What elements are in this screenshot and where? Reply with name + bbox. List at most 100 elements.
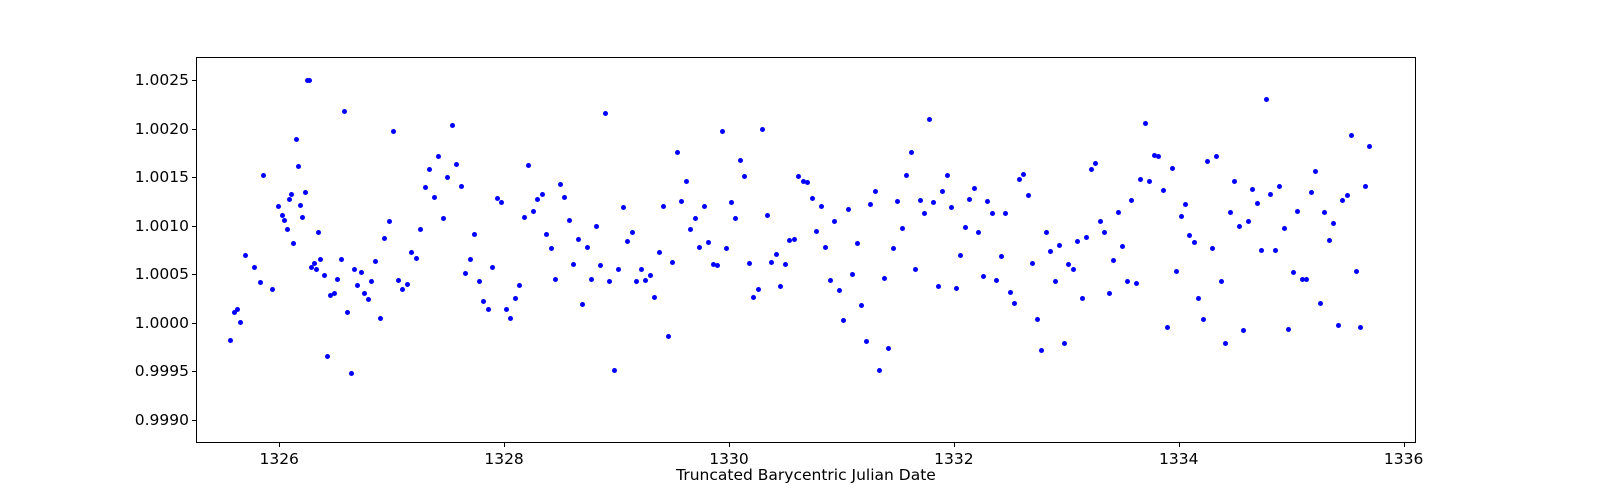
y-axis-tick-label: 1.0015: [134, 168, 189, 187]
data-point: [1223, 341, 1229, 347]
data-point: [656, 250, 662, 256]
data-point: [1187, 232, 1193, 238]
data-point: [291, 240, 297, 246]
data-point: [1281, 226, 1287, 232]
data-point: [362, 291, 368, 297]
data-point: [1156, 154, 1161, 160]
data-point: [602, 110, 608, 116]
data-point: [238, 320, 244, 326]
data-point: [1079, 295, 1085, 301]
x-axis-tick: [1403, 443, 1405, 447]
data-point: [940, 189, 946, 195]
data-point: [620, 204, 626, 210]
data-point: [850, 271, 856, 277]
data-point: [841, 318, 847, 324]
data-point: [418, 227, 424, 233]
data-point: [260, 172, 266, 178]
data-point: [697, 244, 703, 250]
data-point: [293, 137, 299, 143]
data-point: [1331, 221, 1337, 227]
data-point: [1133, 281, 1139, 287]
data-point: [1268, 192, 1274, 198]
data-point: [643, 277, 649, 283]
x-axis-tick: [728, 443, 730, 447]
data-point: [922, 210, 928, 216]
data-point: [728, 200, 734, 206]
y-axis-tick-label: 0.9995: [134, 362, 189, 381]
data-point: [1178, 213, 1184, 219]
data-point: [890, 245, 896, 251]
data-point: [845, 206, 851, 212]
data-point: [1030, 261, 1036, 267]
data-point: [458, 183, 464, 189]
data-point: [1016, 176, 1022, 182]
data-point: [971, 186, 977, 192]
data-point: [508, 316, 514, 322]
data-point: [313, 266, 319, 272]
data-point: [275, 203, 281, 209]
data-point: [1322, 209, 1328, 215]
data-point: [629, 230, 635, 236]
data-point: [751, 294, 757, 300]
data-point: [373, 259, 379, 265]
data-point: [863, 338, 869, 344]
data-point: [512, 295, 518, 301]
data-point: [566, 218, 572, 224]
axis-spine-top: [196, 57, 1416, 58]
data-point: [1160, 188, 1166, 194]
x-axis-tick-label: 1336: [1383, 450, 1424, 468]
y-axis-tick-label: 1.0000: [134, 313, 189, 332]
data-point: [562, 195, 568, 201]
data-point: [481, 298, 487, 304]
data-point: [1106, 291, 1112, 297]
data-point: [1241, 327, 1247, 333]
data-point: [1358, 325, 1364, 330]
x-axis-tick: [953, 443, 955, 447]
x-axis-tick-label: 1326: [259, 450, 299, 468]
data-point: [1205, 159, 1211, 165]
y-axis-tick: [192, 128, 196, 130]
data-point: [958, 253, 964, 259]
data-point: [571, 262, 577, 268]
data-point: [463, 270, 469, 276]
y-axis-tick: [192, 80, 196, 82]
data-point: [737, 158, 743, 164]
data-point: [485, 306, 491, 312]
data-point: [692, 215, 698, 221]
data-point: [913, 266, 919, 272]
data-point: [300, 214, 306, 220]
data-point: [1236, 224, 1242, 230]
data-point: [1196, 295, 1202, 301]
data-point: [1066, 262, 1072, 268]
data-point: [1034, 317, 1040, 323]
data-point: [1250, 187, 1256, 193]
data-point: [517, 283, 523, 289]
data-point: [557, 181, 563, 187]
data-point: [242, 253, 248, 259]
data-point: [345, 310, 351, 316]
data-point: [1254, 200, 1260, 206]
data-point: [235, 306, 241, 312]
data-point: [953, 286, 959, 292]
data-point: [868, 201, 874, 207]
data-point: [589, 276, 595, 282]
data-point: [1169, 166, 1175, 172]
data-point: [307, 77, 313, 83]
data-point: [338, 257, 344, 263]
data-point: [805, 179, 811, 185]
data-point: [503, 306, 509, 312]
data-point: [1304, 276, 1310, 282]
data-point: [580, 301, 586, 307]
data-point: [904, 172, 910, 178]
data-point: [823, 244, 829, 250]
data-point: [818, 203, 824, 209]
data-point: [616, 266, 622, 272]
data-point: [1061, 340, 1067, 346]
data-point: [302, 190, 308, 196]
data-point: [311, 261, 317, 267]
data-point: [1232, 178, 1238, 184]
data-point: [295, 164, 301, 170]
data-point: [1012, 300, 1018, 306]
data-point: [872, 189, 878, 195]
data-point: [647, 272, 653, 278]
